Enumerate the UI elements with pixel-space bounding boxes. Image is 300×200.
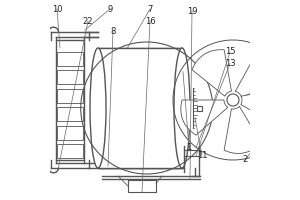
Text: 8: 8 (110, 26, 116, 36)
Bar (57, 107, 83, 121)
Text: 19: 19 (187, 6, 197, 16)
Polygon shape (235, 54, 281, 97)
Bar (57, 126, 83, 140)
Polygon shape (224, 106, 261, 153)
Text: 22: 22 (83, 17, 93, 25)
Text: 9: 9 (107, 4, 112, 14)
Polygon shape (241, 88, 287, 126)
Text: 13: 13 (225, 60, 235, 68)
Bar (98, 48, 182, 168)
Text: 15: 15 (225, 47, 235, 56)
Text: 2: 2 (242, 156, 247, 164)
Text: 1: 1 (186, 144, 192, 152)
Text: 11: 11 (197, 152, 207, 160)
Bar (57, 52, 83, 66)
Bar (56, 40, 84, 160)
Text: 10: 10 (52, 4, 62, 14)
Ellipse shape (227, 94, 239, 106)
Polygon shape (181, 100, 228, 135)
Text: 7: 7 (147, 4, 153, 14)
Bar (197, 106, 202, 110)
Bar (57, 70, 83, 84)
Bar (57, 144, 83, 158)
Ellipse shape (174, 48, 190, 168)
Bar (57, 89, 83, 103)
Polygon shape (192, 50, 231, 96)
Ellipse shape (90, 48, 106, 168)
Bar (128, 180, 156, 192)
Bar (98, 48, 182, 168)
Text: 16: 16 (145, 17, 155, 25)
